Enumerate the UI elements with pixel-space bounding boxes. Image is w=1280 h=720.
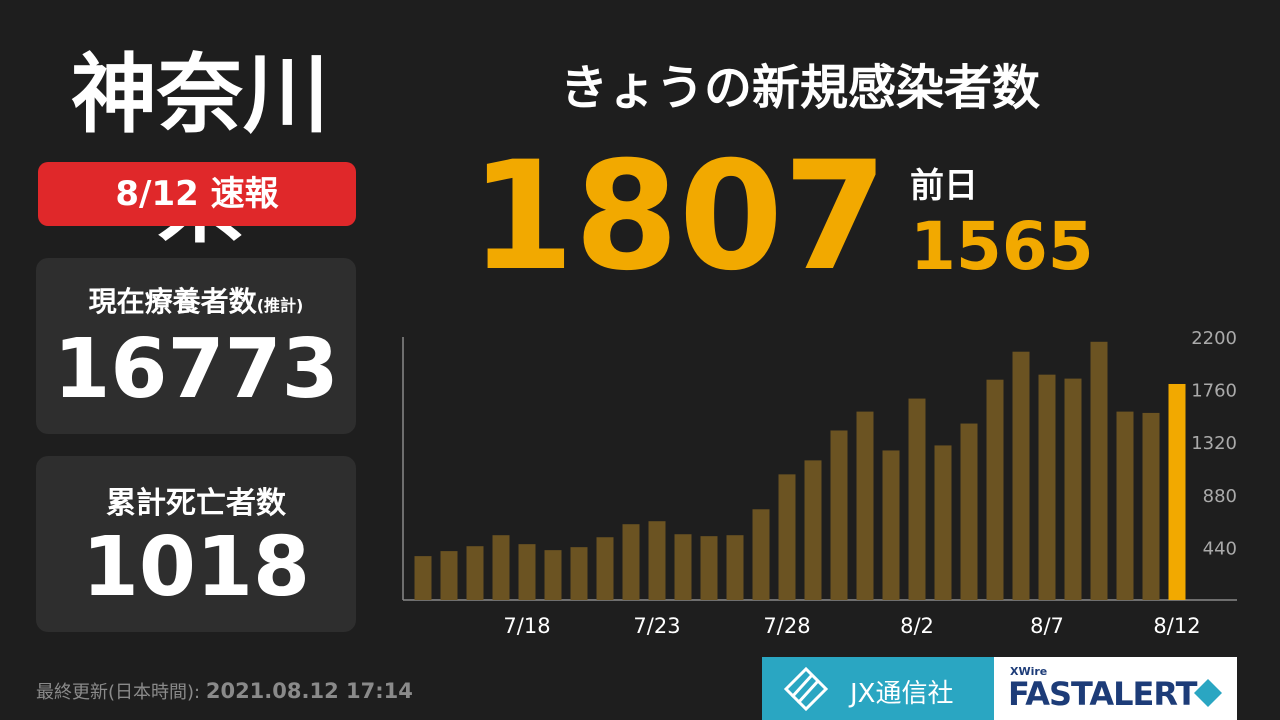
x-tick-label: 7/18 [503, 614, 550, 638]
bar [882, 450, 900, 600]
current-value: 16773 [53, 322, 339, 417]
bar [830, 430, 848, 600]
x-tick-label: 7/23 [633, 614, 680, 638]
bar [726, 535, 744, 600]
bar [440, 551, 458, 600]
bar [934, 445, 952, 600]
x-tick-label: 8/12 [1153, 614, 1200, 638]
deaths-panel: 累計死亡者数 1018 [36, 456, 356, 632]
bar [1038, 374, 1056, 600]
y-tick-label: 1320 [1191, 433, 1237, 454]
bar [414, 556, 432, 600]
badge: 8/12 速報 [38, 162, 356, 226]
today-value: 1807 [470, 130, 888, 304]
jx-icon [783, 667, 829, 711]
deaths-label: 累計死亡者数 [106, 486, 286, 521]
bar [960, 423, 978, 600]
bar [1168, 383, 1186, 600]
bar [492, 535, 510, 600]
bar [544, 550, 562, 600]
updated-label: 最終更新(日本時間): [36, 682, 201, 703]
current-panel: 現在療養者数(推計) 16773 [36, 258, 356, 434]
previous-label: 前日 [910, 166, 978, 206]
jx-logo: JX通信社 [762, 657, 994, 720]
current-note: (推計) [256, 296, 304, 315]
x-tick-label: 8/2 [900, 614, 934, 638]
brand: FASTALERT [1008, 675, 1197, 713]
bar [596, 537, 614, 600]
brand-small: XWire [1010, 665, 1048, 678]
current-label-row: 現在療養者数(推計) [36, 280, 356, 320]
bar [856, 411, 874, 600]
bar [778, 474, 796, 600]
bar [1142, 412, 1160, 600]
fastalert-logo: XWire FASTALERT [994, 657, 1237, 720]
bar [518, 544, 536, 600]
current-label: 現在療養者数 [88, 285, 257, 318]
bar [752, 509, 770, 600]
previous-value: 1565 [910, 208, 1094, 285]
updated-row: 最終更新(日本時間): 2021.08.12 17:14 [36, 678, 413, 704]
headline-title: きょうの新規感染者数 [559, 60, 1040, 116]
y-tick-label: 880 [1203, 486, 1237, 507]
bar [622, 524, 640, 600]
y-tick-label: 2200 [1191, 328, 1237, 349]
bar [648, 521, 666, 600]
bar [986, 379, 1004, 600]
updated-value: 2021.08.12 17:14 [205, 679, 413, 703]
x-tick-label: 8/7 [1030, 614, 1064, 638]
company: JX通信社 [850, 679, 954, 709]
deaths-value: 1018 [81, 520, 311, 615]
bar [908, 398, 926, 600]
bar [1064, 378, 1082, 600]
bar [804, 460, 822, 600]
bar [674, 534, 692, 600]
y-tick-label: 440 [1203, 538, 1237, 559]
y-tick-label: 1760 [1191, 381, 1237, 402]
bar [570, 547, 588, 600]
bar [466, 546, 484, 600]
bar [1090, 341, 1108, 600]
bar [1116, 411, 1134, 600]
bar [1012, 351, 1030, 600]
brand-icon [1194, 679, 1222, 707]
bar [700, 536, 718, 600]
x-tick-label: 7/28 [763, 614, 810, 638]
